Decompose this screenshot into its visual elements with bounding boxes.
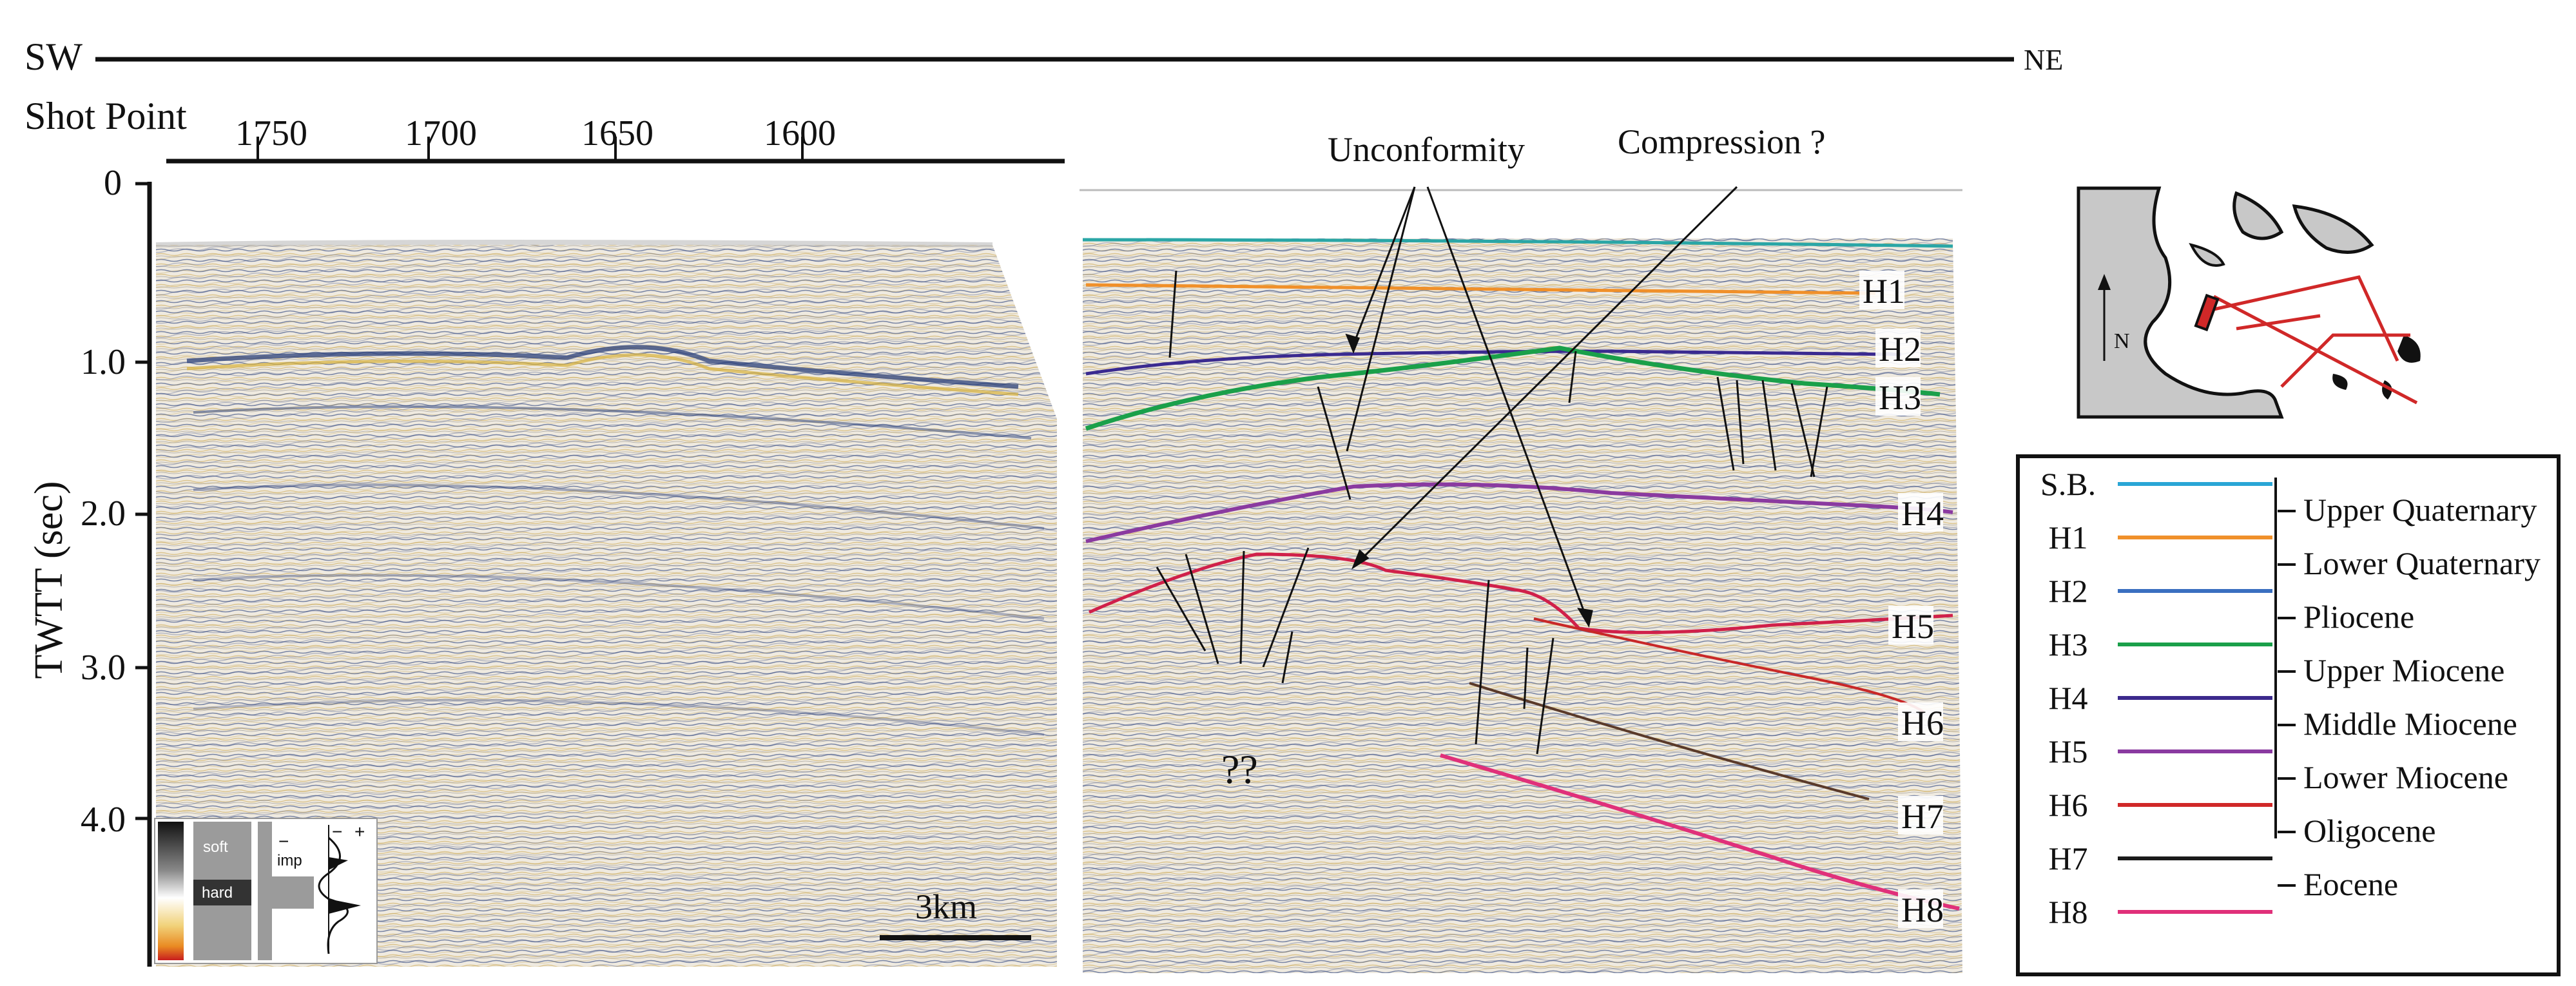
horizon-h2: [1085, 349, 1902, 376]
legend-code: H5: [2048, 733, 2088, 769]
horizon-h5: [1088, 552, 1953, 634]
legend-code: H8: [2048, 894, 2088, 930]
seismic-panel-right: [1083, 238, 1962, 973]
legend-swatch: [2118, 482, 2272, 486]
legend-age-label: Eocene: [2303, 866, 2399, 902]
legend-age-label: Middle Miocene: [2303, 706, 2517, 742]
y-axis-label: TWTT (sec): [27, 481, 71, 679]
legend-age-label: Upper Miocene: [2303, 652, 2505, 688]
north-label: N: [2114, 329, 2130, 353]
shot-point-1650: 1650: [581, 113, 654, 153]
legend-code: H7: [2048, 840, 2088, 876]
scale-bar-label: 3km: [915, 887, 977, 926]
y-tick-0: 0: [104, 163, 122, 203]
horizons: [1082, 238, 1960, 911]
ne-label: NE: [2024, 43, 2063, 76]
shot-point-1750: 1750: [235, 113, 307, 153]
color-scale-bar: [158, 822, 184, 960]
location-map: N: [2077, 186, 2452, 419]
legend-age-label: Oligocene: [2303, 813, 2436, 849]
legend-age-label: Pliocene: [2303, 599, 2415, 635]
y-tick-4: 4.0: [81, 800, 126, 840]
imp-label: imp: [277, 852, 302, 869]
legend-swatch: [2118, 803, 2272, 807]
y-axis-ticks: [135, 182, 150, 820]
shot-point-ticks: [257, 137, 804, 161]
shot-point-label: Shot Point: [24, 95, 187, 137]
legend-code: H1: [2048, 519, 2088, 556]
legend-tick: [2278, 670, 2296, 673]
legend-swatch: [2118, 856, 2272, 860]
question-marks: ??: [1221, 746, 1258, 792]
legend-swatch: [2118, 643, 2272, 646]
legend-age-label: Lower Quaternary: [2303, 545, 2541, 581]
y-tick-3: 3.0: [81, 648, 126, 688]
horizon-h3: [1085, 345, 1941, 431]
legend-tick: [2278, 563, 2296, 566]
legend-swatch: [2118, 749, 2272, 753]
horizon-h8: [1440, 753, 1960, 911]
annotation-arrows: [1345, 186, 1738, 628]
polarity-key: soft hard − imp − +: [154, 818, 378, 964]
key-plus: +: [354, 822, 365, 842]
horizon-label-h3: H3: [1879, 378, 1921, 417]
legend-code: S.B.: [2040, 466, 2097, 502]
horizon-h4: [1085, 482, 1953, 543]
legend-swatch: [2118, 536, 2272, 539]
unconformity-label: Unconformity: [1328, 130, 1525, 169]
legend-code: H3: [2048, 626, 2088, 662]
seismic-panel-left: [155, 240, 1057, 967]
shot-point-1700: 1700: [405, 113, 477, 153]
legend-tick: [2278, 777, 2296, 780]
horizon-labels: H1 H2 H3 H4 H5 H6 H7 H8: [1859, 271, 1944, 929]
horizon-h1: [1085, 283, 1876, 295]
horizon-h7: [1469, 682, 1870, 800]
y-tick-2: 2.0: [81, 494, 126, 534]
legend-age-label: Upper Quaternary: [2303, 492, 2537, 528]
horizon-label-h2: H2: [1879, 330, 1921, 369]
legend-code: H6: [2048, 787, 2088, 823]
hard-label: hard: [202, 884, 233, 902]
fault-lines: [1156, 270, 1828, 755]
legend-tick: [2278, 884, 2296, 887]
legend-code: H4: [2048, 680, 2088, 716]
horizon-h6: [1533, 617, 1925, 713]
horizon-label-h7: H7: [1901, 797, 1944, 836]
horizon-label-h5: H5: [1892, 607, 1934, 646]
legend-swatch: [2118, 910, 2272, 914]
legend-bracket: [2274, 478, 2277, 838]
horizon-label-h8: H8: [1901, 891, 1944, 929]
legend-age-label: Lower Miocene: [2303, 759, 2508, 795]
seabed-horizon: [1082, 238, 1953, 248]
legend-code: H2: [2048, 573, 2088, 609]
imp-minus-label: −: [278, 831, 289, 851]
legend-tick: [2278, 724, 2296, 726]
legend-box: S.B. H1 H2 H3 H4 H5 H6 H7 H8 Upper Quate…: [2016, 454, 2561, 976]
legend-tick: [2278, 510, 2296, 512]
legend-swatch: [2118, 589, 2272, 593]
key-minus: −: [332, 822, 342, 842]
soft-label: soft: [203, 838, 228, 856]
horizon-label-h4: H4: [1901, 494, 1944, 533]
horizon-label-h6: H6: [1901, 704, 1944, 742]
horizon-label-h1: H1: [1863, 272, 1905, 311]
sw-label: SW: [24, 35, 82, 78]
legend-tick: [2278, 617, 2296, 619]
legend-tick: [2278, 831, 2296, 833]
compression-label: Compression ?: [1618, 122, 1825, 161]
legend-swatch: [2118, 696, 2272, 700]
y-tick-1: 1.0: [81, 342, 126, 382]
shot-point-1600: 1600: [764, 113, 836, 153]
